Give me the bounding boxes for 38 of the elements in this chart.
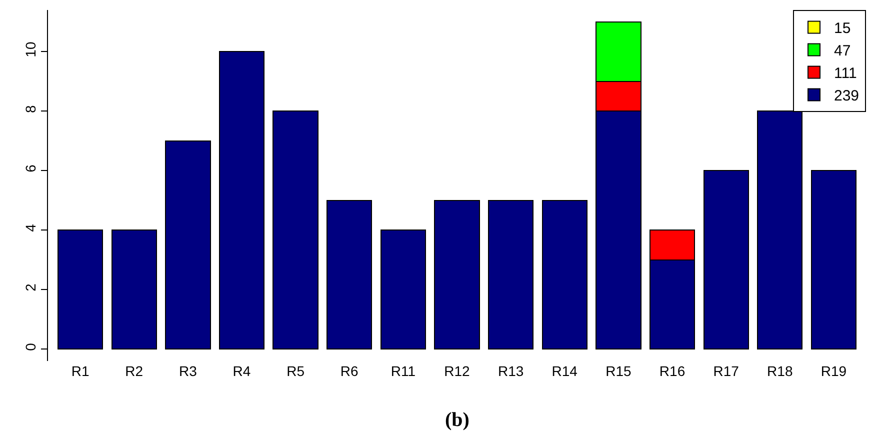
x-tick-label: R5 <box>286 363 305 379</box>
x-tick-label: R12 <box>444 363 470 379</box>
bar <box>542 200 588 350</box>
legend-label: 47 <box>834 42 851 60</box>
x-tick-label: R13 <box>498 363 524 379</box>
y-tick-label: 8 <box>22 104 38 113</box>
x-tick-label: R2 <box>125 363 144 379</box>
y-tick-label: 4 <box>22 224 38 232</box>
bar <box>218 51 265 350</box>
x-tick-label: R14 <box>552 363 578 379</box>
bar <box>326 200 372 350</box>
x-tick-label: R19 <box>820 363 847 379</box>
y-tick-label: 6 <box>22 164 38 172</box>
x-tick-label: R17 <box>713 363 740 379</box>
x-tick-label: R15 <box>606 363 632 379</box>
x-tick-label: R1 <box>71 363 90 379</box>
legend-label: 239 <box>834 88 860 105</box>
bar <box>703 170 749 350</box>
y-tick-label: 2 <box>22 283 38 292</box>
y-tick-label: 10 <box>22 42 38 58</box>
legend-label: 111 <box>834 65 857 82</box>
bar <box>488 200 534 350</box>
x-tick-label: R6 <box>340 363 359 379</box>
bar <box>57 230 104 350</box>
x-tick-label: R11 <box>390 363 416 379</box>
bar <box>810 170 857 350</box>
legend-label: 15 <box>834 20 851 38</box>
text: (b) <box>445 409 470 431</box>
x-tick-label: R18 <box>767 363 793 379</box>
bar <box>272 110 318 350</box>
x-tick-label: R16 <box>659 363 686 379</box>
bar <box>380 230 426 350</box>
bar <box>165 140 211 350</box>
y-tick-label: 0 <box>22 342 38 351</box>
x-tick-label: R3 <box>178 363 198 379</box>
bar <box>111 230 157 350</box>
bar <box>434 200 480 350</box>
x-tick-label: R4 <box>232 363 251 379</box>
